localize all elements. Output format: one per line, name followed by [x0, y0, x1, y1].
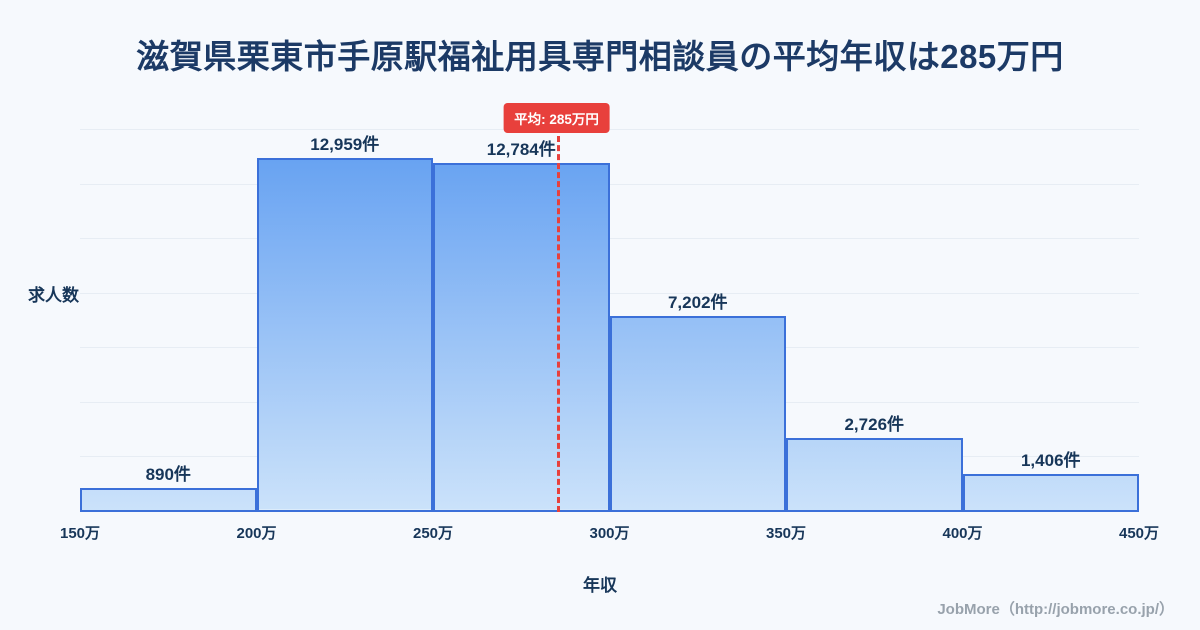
histogram-bar: [786, 437, 963, 512]
average-badge: 平均: 285万円: [503, 103, 610, 133]
average-line: [556, 118, 560, 512]
bar-value-label: 12,959件: [310, 135, 380, 155]
plot-area: 890件 12,959件 12,784件 7,202件 2,726件 1,406件: [80, 129, 1139, 512]
x-tick-label: 350万: [765, 525, 807, 542]
x-tick-label: 250万: [412, 525, 454, 542]
chart-title: 滋賀県栗東市手原駅福祉用具専門相談員の平均年収は285万円: [136, 38, 1064, 75]
bar-value-label: 890件: [145, 464, 191, 484]
bar-value-label: 1,406件: [1020, 450, 1081, 470]
gridline: [80, 238, 1139, 240]
bar-value-label: 7,202件: [667, 292, 728, 312]
y-axis-label: 求人数: [28, 286, 79, 305]
x-tick-label: 150万: [59, 525, 101, 542]
x-tick-label: 200万: [236, 525, 277, 542]
bar-value-label: 2,726件: [844, 414, 905, 434]
histogram-bar: [433, 163, 610, 512]
x-tick-label: 300万: [589, 525, 630, 542]
x-tick-label: 450万: [1118, 525, 1160, 542]
gridline: [80, 183, 1139, 185]
histogram-bar: [609, 315, 786, 512]
footer-credit: JobMore（http://jobmore.co.jp/）: [937, 601, 1174, 618]
histogram-bar: [962, 473, 1139, 512]
bar-value-label: 12,784件: [486, 140, 556, 160]
x-tick-label: 400万: [942, 525, 983, 542]
gridline: [80, 292, 1139, 294]
histogram-bar: [80, 487, 257, 512]
x-axis-label: 年収: [583, 576, 617, 595]
histogram-bar: [256, 158, 433, 512]
